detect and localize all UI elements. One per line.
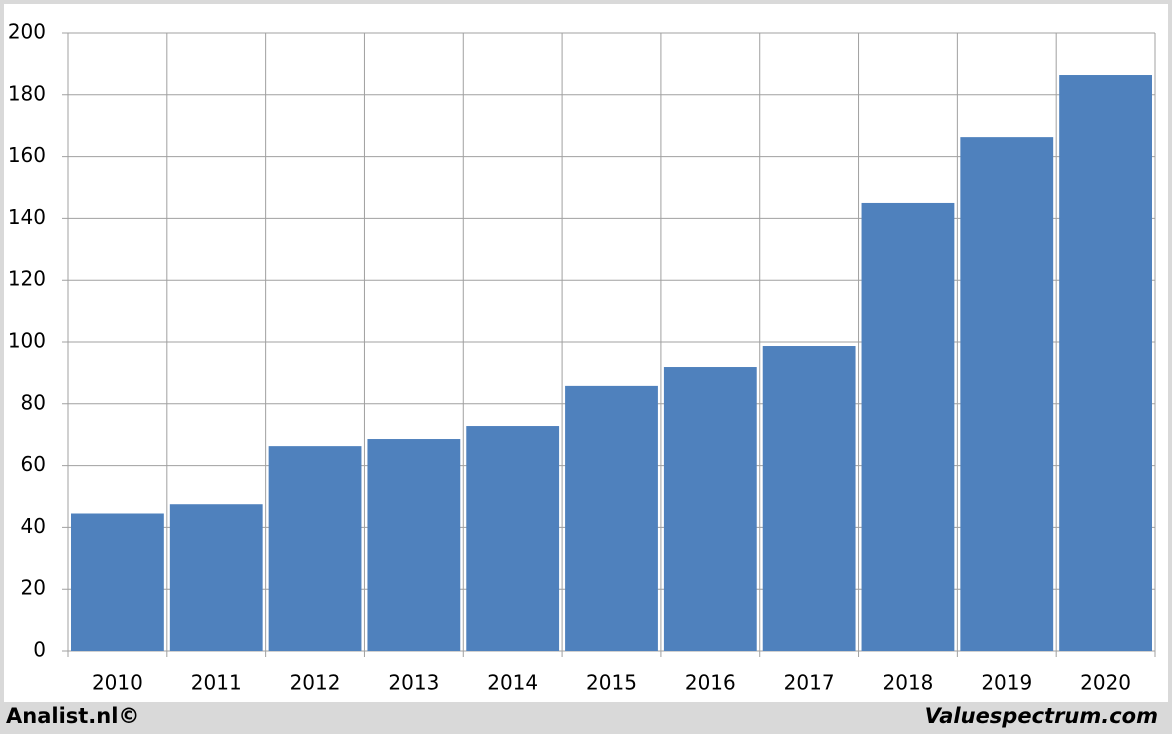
x-tick-label: 2019	[981, 671, 1032, 695]
x-tick-label: 2013	[388, 671, 439, 695]
bar	[367, 439, 461, 651]
bar	[861, 202, 955, 651]
bar	[268, 446, 362, 651]
x-tick-label: 2016	[685, 671, 736, 695]
y-tick-label: 0	[33, 638, 46, 662]
footer-left: Analist.nl©	[6, 704, 139, 728]
x-tick-label: 2018	[883, 671, 934, 695]
x-tick-label: 2017	[784, 671, 835, 695]
x-tick-label: 2014	[487, 671, 538, 695]
x-tick-label: 2011	[191, 671, 242, 695]
y-tick-label: 140	[8, 205, 46, 229]
footer-right: Valuespectrum.com	[925, 704, 1158, 728]
y-tick-label: 60	[21, 452, 46, 476]
y-tick-label: 80	[21, 390, 46, 414]
y-tick-label: 200	[8, 20, 46, 44]
bar	[71, 513, 164, 651]
y-tick-label: 100	[8, 329, 46, 353]
bar	[663, 367, 757, 651]
x-tick-label: 2012	[290, 671, 341, 695]
y-tick-label: 20	[21, 576, 46, 600]
x-tick-label: 2015	[586, 671, 637, 695]
bar	[466, 426, 560, 651]
x-tick-label: 2020	[1080, 671, 1131, 695]
y-tick-label: 180	[8, 81, 46, 105]
y-tick-label: 120	[8, 267, 46, 291]
bar	[169, 504, 263, 651]
y-tick-label: 40	[21, 514, 46, 538]
y-tick-label: 160	[8, 143, 46, 167]
bar	[1059, 75, 1152, 652]
bar	[762, 346, 856, 651]
x-tick-label: 2010	[92, 671, 143, 695]
bar	[565, 385, 658, 651]
bar	[960, 137, 1054, 651]
